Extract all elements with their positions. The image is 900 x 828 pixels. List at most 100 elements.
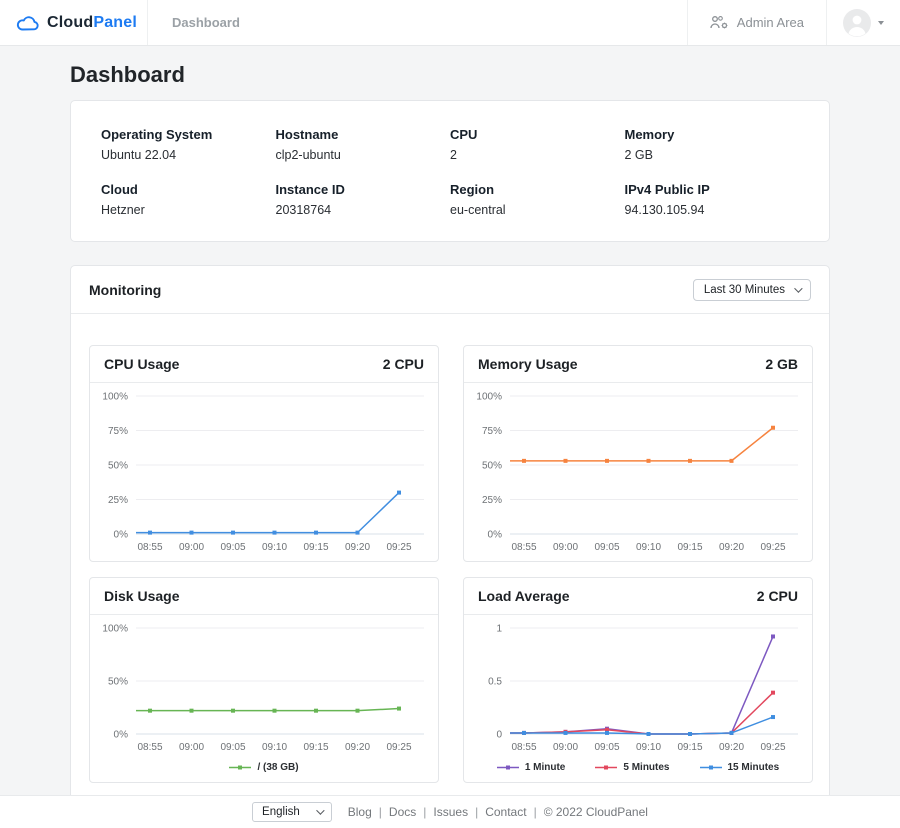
svg-text:09:10: 09:10: [262, 742, 287, 753]
info-field-hostname: Hostname clp2-ubuntu: [276, 127, 451, 162]
top-header: CloudPanel Dashboard Admin Area: [0, 0, 900, 46]
chart-title: Memory Usage: [478, 356, 578, 372]
svg-text:09:00: 09:00: [553, 742, 578, 753]
load-average-chart-card: Load Average 2 CPU 0 0.5 1 08:55 09:00 09:05 0…: [463, 577, 813, 783]
field-label: Hostname: [275, 127, 339, 142]
field-label: Operating System: [101, 127, 213, 142]
legend-item: / (38 GB): [229, 762, 299, 773]
main-nav: Dashboard: [148, 0, 687, 45]
monitoring-card: Monitoring Last 30 Minutes CPU Usage 2 C…: [70, 265, 830, 795]
chevron-down-icon: [315, 806, 325, 815]
info-field-memory: Memory 2 GB: [625, 127, 800, 162]
cpu-usage-chart: 0% 25% 50% 75% 100% 08:55 09:00 09:05 09:10 09:15…: [102, 392, 424, 553]
svg-text:09:15: 09:15: [677, 542, 702, 553]
field-label: IPv4 Public IP: [624, 182, 710, 197]
svg-text:09:10: 09:10: [636, 542, 661, 553]
svg-text:09:15: 09:15: [303, 542, 328, 553]
svg-text:0%: 0%: [114, 530, 129, 541]
legend-marker-icon: [229, 765, 252, 770]
memory-usage-chart: 0% 25% 50% 75% 100% 08:55 09:00 09:05 09:10 09:15…: [476, 392, 798, 553]
svg-text:75%: 75%: [482, 426, 502, 437]
svg-text:09:20: 09:20: [345, 742, 370, 753]
field-value: 94.130.105.94: [624, 203, 705, 217]
user-menu[interactable]: [826, 0, 900, 45]
footer-separator: |: [533, 805, 537, 819]
chart-title: Disk Usage: [104, 588, 180, 604]
main-area: Dashboard Operating System Ubuntu 22.04 …: [0, 46, 900, 795]
svg-text:100%: 100%: [476, 392, 502, 403]
info-field-region: Region eu-central: [450, 182, 625, 217]
info-field-cloud: Cloud Hetzner: [101, 182, 276, 217]
svg-text:0.5: 0.5: [488, 677, 502, 688]
field-value: 20318764: [275, 203, 332, 217]
svg-text:1: 1: [496, 624, 502, 635]
svg-text:09:15: 09:15: [303, 742, 328, 753]
field-value: 2 GB: [624, 148, 654, 162]
footer-link[interactable]: Issues: [433, 805, 469, 819]
svg-text:08:55: 08:55: [137, 542, 162, 553]
page-footer: English Blog | Docs | Issues | Contact | © 2022 …: [0, 795, 900, 828]
field-label: Memory: [624, 127, 675, 142]
legend-marker-icon: [595, 765, 618, 770]
legend-item: 1 Minute: [496, 762, 565, 773]
cloud-logo-icon: [16, 16, 39, 31]
svg-text:09:10: 09:10: [262, 542, 287, 553]
svg-text:09:25: 09:25: [760, 742, 785, 753]
chart-right-label: 2 GB: [765, 356, 798, 372]
svg-text:09:15: 09:15: [677, 742, 702, 753]
field-value: eu-central: [450, 203, 506, 217]
svg-text:0%: 0%: [488, 530, 503, 541]
footer-separator: |: [378, 805, 382, 819]
footer-link[interactable]: Blog: [347, 805, 372, 819]
svg-text:09:25: 09:25: [386, 542, 411, 553]
footer-copyright: © 2022 CloudPanel: [543, 805, 648, 819]
chart-title: CPU Usage: [104, 356, 180, 372]
legend-label: 15 Minutes: [727, 762, 780, 773]
legend-item: 15 Minutes: [699, 762, 780, 773]
brand-logo[interactable]: CloudPanel: [0, 0, 148, 45]
legend-label: / (38 GB): [257, 762, 299, 773]
svg-text:09:20: 09:20: [345, 542, 370, 553]
chart-right-label: 2 CPU: [382, 356, 424, 372]
svg-text:09:10: 09:10: [636, 742, 661, 753]
field-label: CPU: [450, 127, 478, 142]
info-field-instance-id: Instance ID 20318764: [276, 182, 451, 217]
svg-text:75%: 75%: [108, 426, 128, 437]
svg-text:50%: 50%: [108, 677, 128, 688]
charts-grid: CPU Usage 2 CPU 0% 25% 50% 75% 100% 08:55 09:0…: [71, 314, 829, 795]
field-label: Cloud: [101, 182, 138, 197]
chart-right-label: 2 CPU: [756, 588, 798, 604]
svg-text:50%: 50%: [482, 461, 502, 472]
chart-legend: / (38 GB): [90, 761, 438, 782]
svg-text:09:25: 09:25: [386, 742, 411, 753]
chart-legend: 1 Minute 5 Minutes 15 Minutes: [464, 761, 812, 782]
field-value: Ubuntu 22.04: [101, 148, 177, 162]
svg-text:25%: 25%: [108, 495, 128, 506]
info-field-os: Operating System Ubuntu 22.04: [101, 127, 276, 162]
svg-text:09:25: 09:25: [760, 542, 785, 553]
footer-links: Blog | Docs | Issues | Contact | © 2022 CloudPan…: [348, 805, 648, 819]
field-value: clp2-ubuntu: [275, 148, 341, 162]
svg-text:09:00: 09:00: [179, 742, 204, 753]
svg-text:09:05: 09:05: [220, 742, 245, 753]
avatar-icon: [843, 8, 871, 37]
svg-text:100%: 100%: [102, 624, 128, 635]
svg-text:09:20: 09:20: [719, 542, 744, 553]
time-range-selector[interactable]: Last 30 Minutes: [692, 278, 811, 301]
disk-usage-chart-card: Disk Usage 0% 50% 100% 08:55 09:00 09:05 09:10…: [89, 577, 439, 783]
load-average-chart: 0 0.5 1 08:55 09:00 09:05 09:10 09:15 09:20 09:25: [488, 624, 798, 753]
svg-text:09:05: 09:05: [594, 742, 619, 753]
admin-area-button[interactable]: Admin Area: [686, 0, 826, 45]
svg-text:08:55: 08:55: [511, 742, 536, 753]
legend-label: 5 Minutes: [623, 762, 670, 773]
language-selector[interactable]: English: [252, 802, 332, 822]
field-value: Hetzner: [101, 203, 145, 217]
page-title: Dashboard: [70, 62, 185, 87]
footer-link[interactable]: Contact: [485, 805, 527, 819]
nav-item-dashboard[interactable]: Dashboard: [172, 15, 240, 30]
chevron-down-icon: [794, 283, 803, 293]
footer-link[interactable]: Docs: [388, 805, 417, 819]
info-field-cpu: CPU 2: [450, 127, 625, 162]
chart-title: Load Average: [478, 588, 570, 604]
field-label: Region: [450, 182, 495, 197]
